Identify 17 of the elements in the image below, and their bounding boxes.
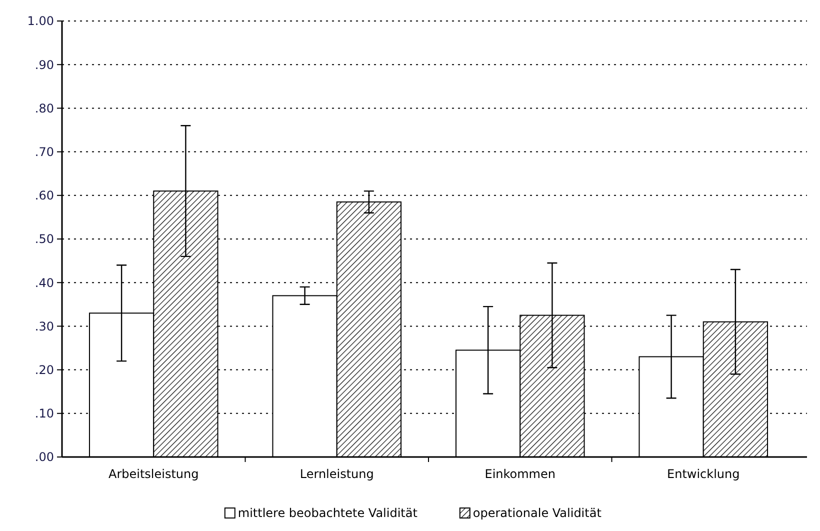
- y-tick-label: .40: [34, 276, 54, 290]
- x-tick-label: Entwicklung: [667, 467, 740, 481]
- y-tick-label: .50: [34, 232, 54, 246]
- y-tick-label: .90: [34, 58, 54, 72]
- x-tick-label: Lernleistung: [300, 467, 374, 481]
- legend-label: operationale Validität: [472, 506, 602, 520]
- y-tick-label: .00: [34, 450, 54, 464]
- x-tick-label: Arbeitsleistung: [108, 467, 199, 481]
- y-tick-label: .80: [34, 101, 54, 116]
- y-tick-label: .60: [34, 188, 54, 203]
- y-tick-label: .70: [34, 145, 54, 159]
- y-tick-label: .10: [34, 406, 54, 421]
- legend-label: mittlere beobachtete Validität: [238, 506, 418, 520]
- x-tick-label: Einkommen: [484, 467, 556, 481]
- y-tick-label: 1.00: [27, 14, 54, 28]
- y-tick-label: .20: [34, 363, 54, 377]
- y-tick-label: .30: [34, 319, 54, 334]
